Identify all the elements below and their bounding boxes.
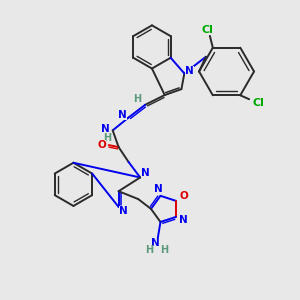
Text: O: O (179, 191, 188, 201)
Text: H: H (160, 245, 169, 255)
Text: H: H (145, 245, 153, 255)
Text: N: N (119, 206, 128, 216)
Text: N: N (101, 124, 110, 134)
Text: H: H (133, 94, 141, 104)
Text: N: N (179, 215, 188, 225)
Text: O: O (98, 140, 106, 150)
Text: N: N (185, 67, 194, 76)
Text: H: H (103, 133, 111, 143)
Text: N: N (151, 238, 160, 248)
Text: N: N (118, 110, 127, 120)
Text: N: N (141, 168, 149, 178)
Text: Cl: Cl (202, 25, 214, 35)
Text: Cl: Cl (252, 98, 264, 108)
Text: N: N (154, 184, 163, 194)
